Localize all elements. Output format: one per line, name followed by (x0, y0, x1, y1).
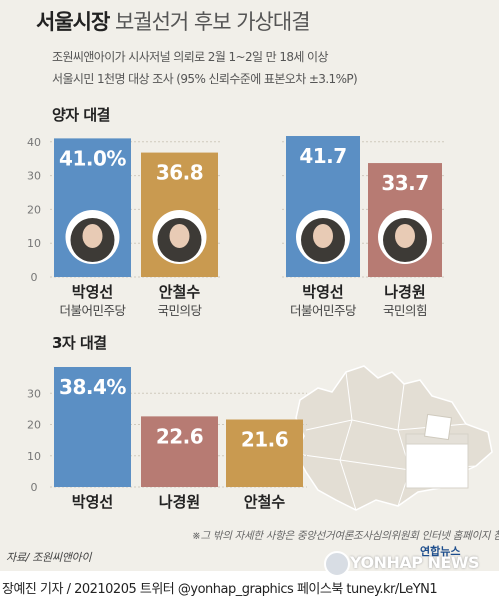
title-rest: 보궐선거 후보 가상대결 (114, 10, 311, 34)
party-label: 국민의당 (157, 303, 202, 318)
subtitle-line1: 조원씨앤아이가 시사저널 의뢰로 2월 1~2일 만 18세 이상 (52, 50, 329, 64)
bar-나경원 (141, 416, 218, 487)
section-title-three-way: 3자 대결 (52, 334, 107, 352)
y-tick-label: 20 (27, 203, 41, 216)
category-label: 안철수 (244, 493, 286, 511)
data-label: 33.7 (381, 171, 428, 195)
source-label: 자료/ 조원씨앤아이 (6, 551, 92, 564)
category-label: 나경원 (159, 493, 200, 511)
y-tick-label: 20 (27, 419, 41, 432)
logo-korean: 연합뉴스 (420, 545, 461, 558)
party-label: 더불어민주당 (59, 303, 126, 318)
title-bold: 서울시장 (36, 10, 110, 34)
data-label: 22.6 (156, 424, 203, 448)
category-label: 박영선 (72, 493, 113, 511)
category-label: 안철수 (159, 283, 201, 301)
logo-text: YONHAP NEWS (350, 553, 480, 572)
ballot-box-icon (405, 413, 469, 489)
page-title: 서울시장 보궐선거 후보 가상대결 (36, 6, 311, 36)
y-tick-label: 30 (27, 170, 41, 183)
yonhap-logo: YONHAP NEWS 연합뉴스 (314, 545, 494, 577)
category-label: 박영선 (302, 283, 343, 301)
footer-credit: 장예진 기자 / 20210205 트위터 @yonhap_graphics 페… (2, 582, 438, 597)
candidate-face (395, 224, 415, 248)
subtitle-line2: 서울시민 1천명 대상 조사 (95% 신뢰수준에 표본오차 ±3.1%P) (52, 72, 358, 86)
data-label: 21.6 (241, 428, 288, 452)
data-label: 41.7 (299, 144, 346, 168)
y-tick-label: 10 (27, 450, 41, 463)
globe-icon (324, 551, 350, 577)
candidate-face (169, 224, 190, 248)
bar-박영선 (54, 367, 131, 487)
y-tick-label: 40 (27, 136, 41, 149)
candidate-face (82, 224, 103, 248)
y-tick-label: 10 (27, 237, 41, 250)
footnote: ※그 밖의 자세한 사항은 중앙선거여론조사심의위원회 인터넷 홈페이지 참조 (192, 530, 499, 542)
bar-안철수 (226, 419, 303, 487)
data-label: 36.8 (156, 161, 203, 185)
section-title-two-way: 양자 대결 (52, 106, 110, 124)
y-tick-label: 0 (31, 481, 38, 494)
y-tick-label: 30 (27, 387, 41, 400)
y-tick-label: 0 (31, 271, 38, 284)
category-label: 나경원 (384, 283, 425, 301)
party-label: 더불어민주당 (290, 303, 357, 318)
data-label: 41.0% (59, 146, 126, 170)
candidate-face (313, 224, 333, 248)
category-label: 박영선 (72, 283, 113, 301)
chart-canvas: 01020304041.0%박영선더불어민주당36.8안철수국민의당41.7박영… (27, 136, 493, 511)
data-label: 38.4% (59, 375, 126, 399)
party-label: 국민의힘 (383, 303, 427, 318)
